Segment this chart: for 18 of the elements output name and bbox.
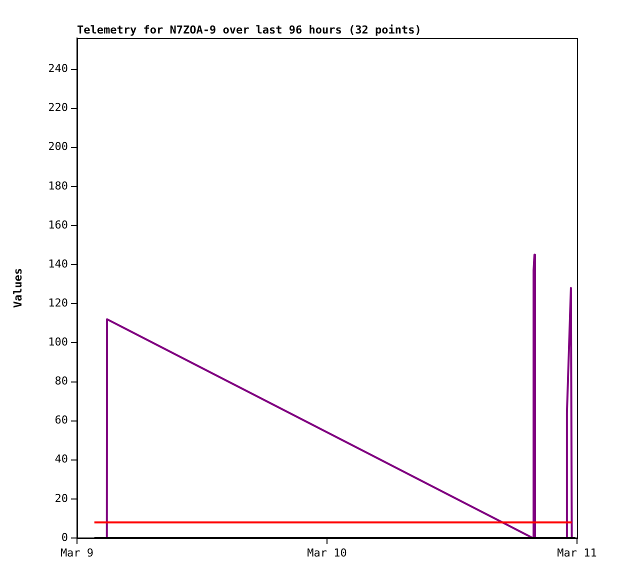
y-tick-label: 60 — [54, 414, 68, 427]
y-tick-label: 0 — [61, 530, 68, 544]
x-tick-label: Mar 10 — [307, 546, 347, 560]
y-tick-label: 40 — [54, 452, 68, 466]
y-tick-label: 200 — [48, 140, 68, 154]
y-tick-label: 80 — [54, 374, 68, 388]
chart-title: Telemetry for N7ZOA-9 over last 96 hours (32 points) — [77, 23, 422, 36]
y-tick-label: 240 — [48, 62, 68, 76]
y-tick-label: 100 — [48, 336, 68, 349]
x-tick-label: Mar 9 — [60, 546, 94, 560]
y-tick-label: 20 — [54, 492, 68, 505]
y-tick-label: 140 — [48, 257, 68, 270]
y-tick-label: 120 — [48, 296, 68, 310]
y-tick-label: 160 — [48, 218, 68, 232]
y-tick-label: 220 — [48, 101, 68, 114]
y-tick-label: 180 — [48, 179, 68, 192]
y-axis-title: Values — [11, 268, 24, 308]
x-tick-label: Mar 11 — [557, 546, 597, 560]
